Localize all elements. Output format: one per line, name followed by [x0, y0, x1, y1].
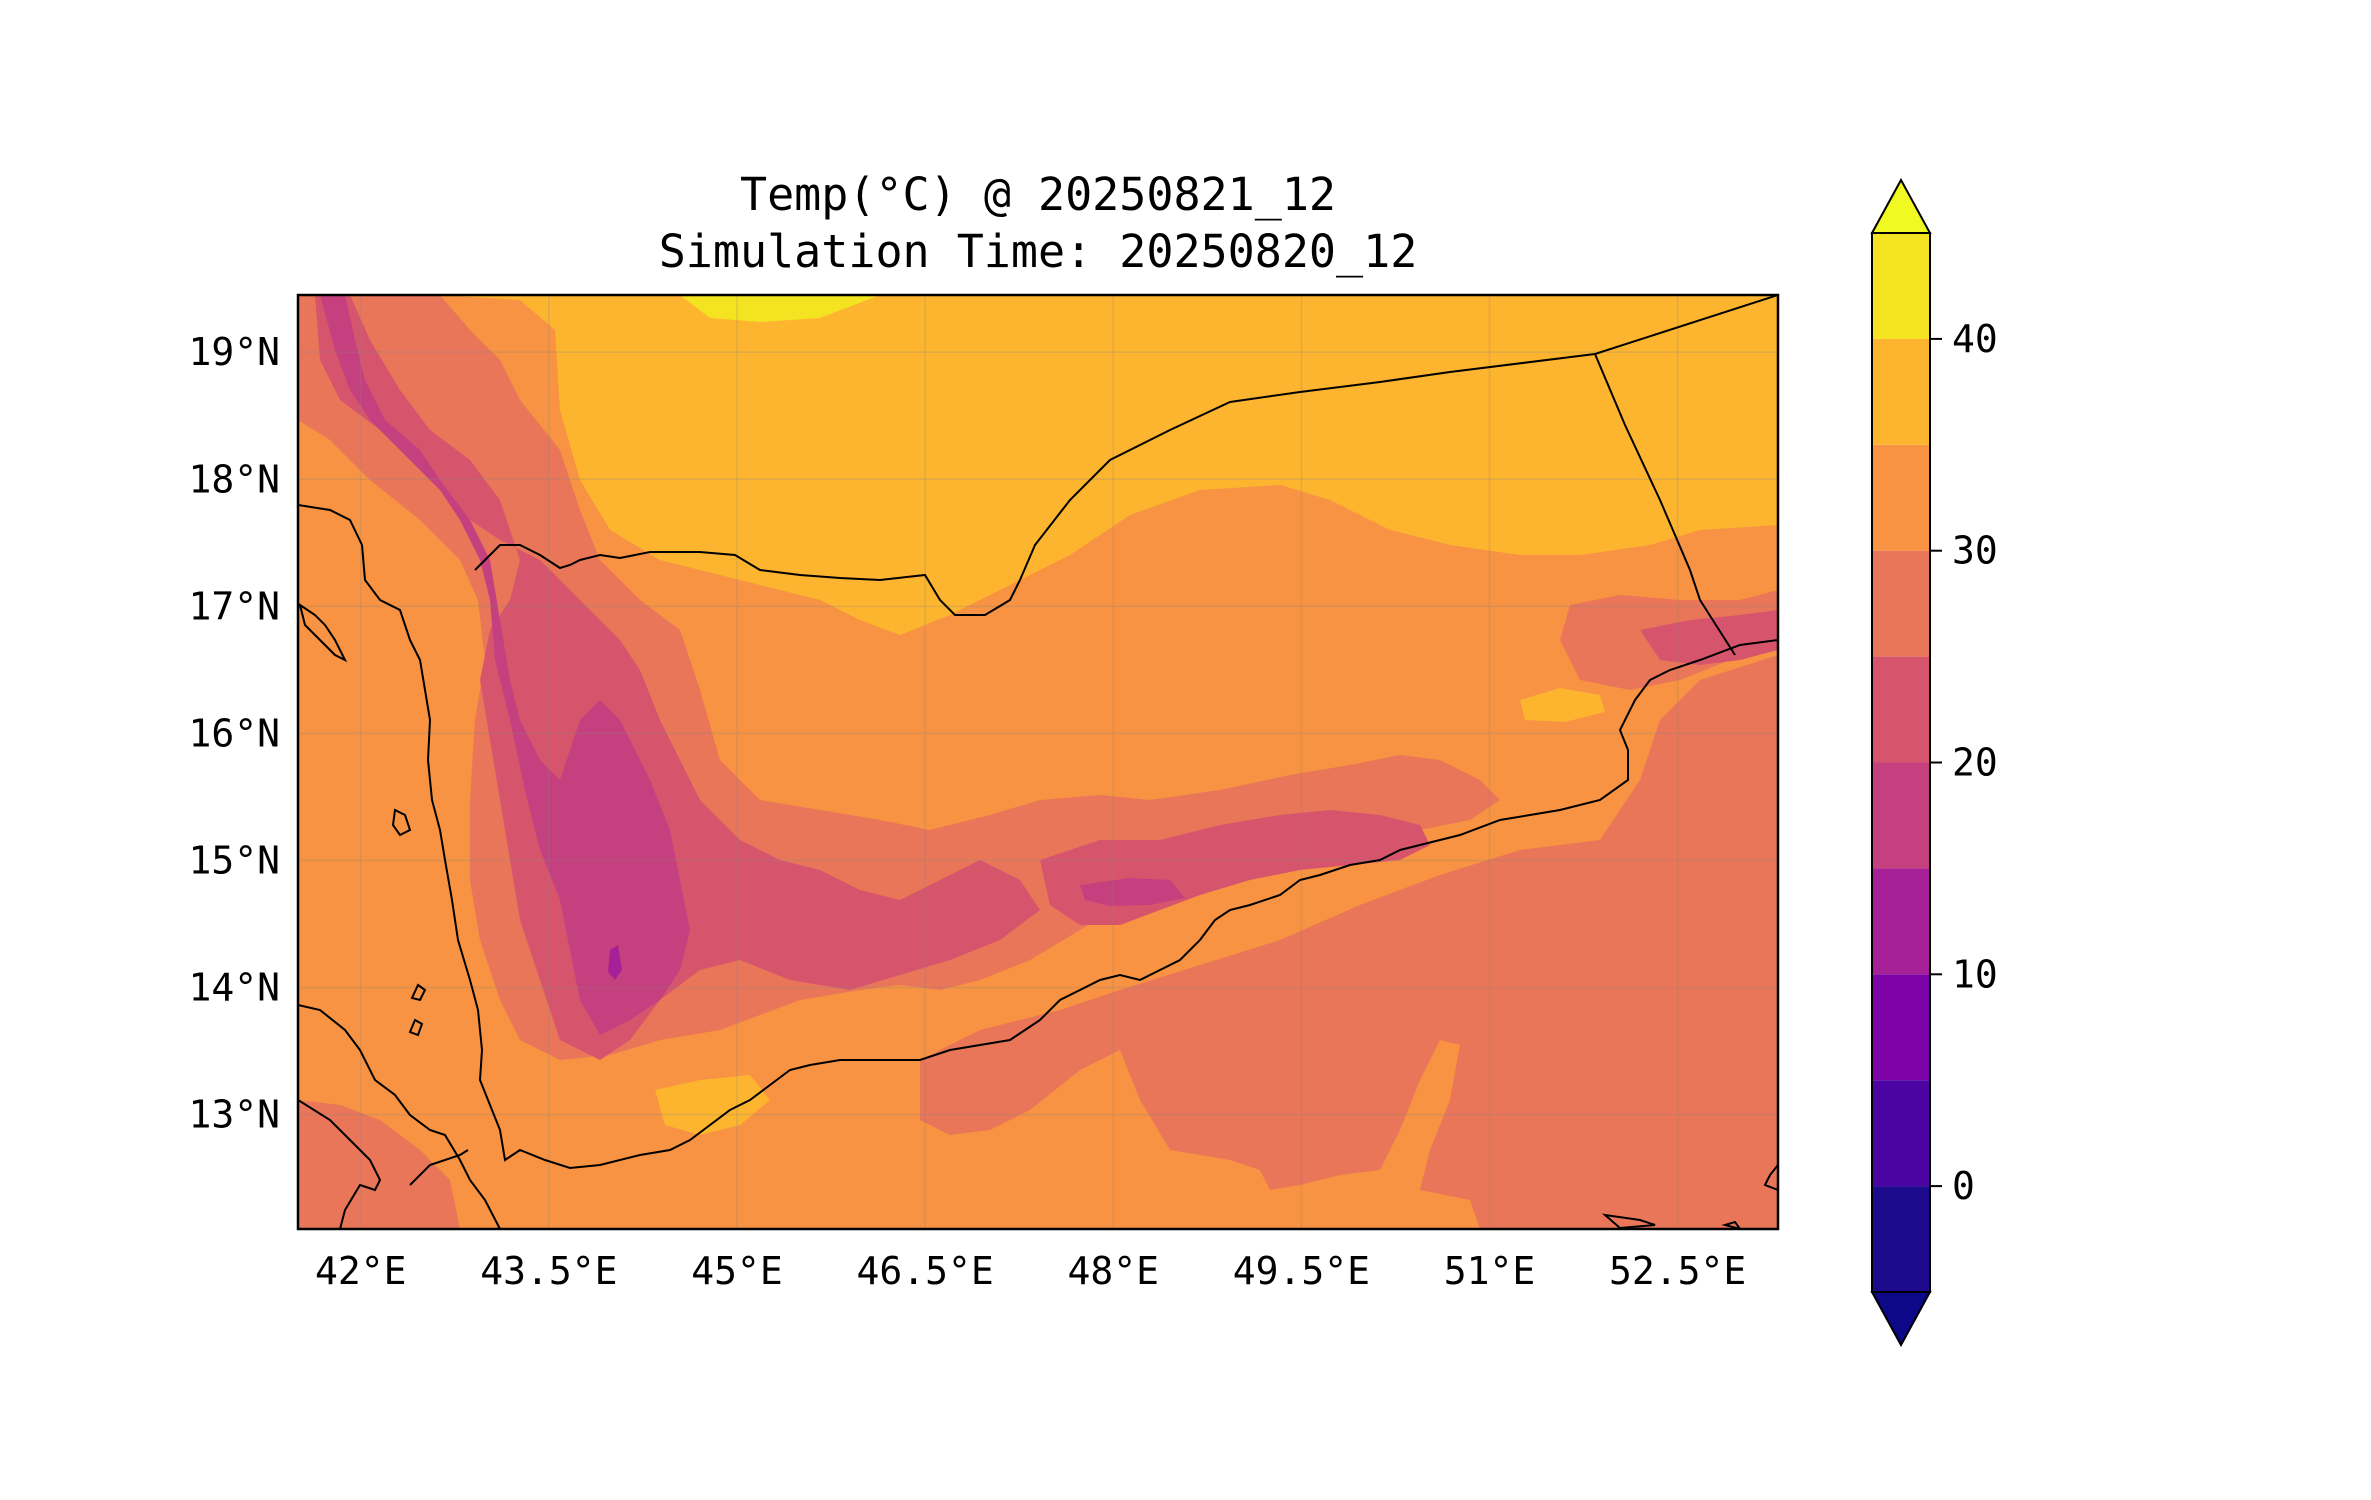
red-sea-coastline — [298, 504, 1778, 1170]
colorbar-band-4 — [1872, 762, 1930, 869]
y-tick-label-6: 13°N — [188, 1093, 280, 1137]
colorbar-over-extension — [1870, 177, 1932, 234]
colorbar-tick-label-2: 20 — [1952, 741, 1998, 785]
contour-15-20-east — [1080, 878, 1185, 906]
colorbar-tick-label-3: 30 — [1952, 529, 1998, 573]
contour-35-40-south — [655, 1075, 770, 1135]
contour-25-30-ocean — [920, 655, 1778, 1229]
contour-20-25-far-east — [1640, 610, 1778, 665]
socotra-area — [1601, 1213, 1656, 1229]
colorbar-band-8 — [1872, 338, 1930, 445]
y-tick-label-3: 16°N — [188, 711, 280, 755]
map-gridlines — [298, 295, 1778, 1229]
map-title: Temp(°C) @ 20250821_12 — [740, 168, 1336, 221]
contour-40-45-top — [680, 295, 880, 322]
contour-15-20-core — [320, 295, 690, 1035]
colorbar-band-6 — [1872, 550, 1930, 657]
contour-35-40-north — [440, 295, 1778, 635]
coastlines-and-borders — [298, 295, 1778, 1229]
y-tick-label-4: 15°N — [188, 838, 280, 882]
colorbar-tick-label-0: 0 — [1952, 1164, 1975, 1208]
colorbar-band-2 — [1872, 974, 1930, 1081]
colorbar-band-9 — [1872, 233, 1930, 339]
y-tick-label-2: 17°N — [188, 584, 280, 628]
african-border-2 — [409, 1149, 469, 1186]
colorbar-band-3 — [1872, 868, 1930, 975]
y-tick-label-5: 14°N — [188, 966, 280, 1010]
colorbar-band-5 — [1872, 656, 1930, 763]
east-coast-africa — [1763, 1164, 1778, 1191]
map-subtitle: Simulation Time: 20250820_12 — [659, 225, 1418, 278]
contour-10-15-spot — [608, 945, 622, 980]
hanish-islands — [408, 1018, 424, 1037]
x-tick-label-7: 52.5°E — [1609, 1249, 1746, 1293]
contour-35-40-east — [1520, 688, 1605, 722]
y-tick-label-0: 19°N — [188, 330, 280, 374]
colorbar: 0 10 20 30 40 — [1870, 177, 1998, 1348]
kamaran-island — [391, 808, 412, 837]
farasan-islands — [298, 602, 348, 663]
colorbar-band-1 — [1872, 1080, 1930, 1187]
african-border — [298, 1099, 382, 1229]
map-plot-area — [298, 295, 1778, 1229]
political-border — [474, 295, 1778, 616]
x-tick-label-2: 45°E — [691, 1249, 783, 1293]
latitude-axis: 19°N 18°N 17°N 16°N 15°N 14°N 13°N — [188, 330, 280, 1136]
oman-border — [1594, 353, 1736, 656]
colorbar-tick-label-4: 40 — [1952, 317, 1998, 361]
contour-25-30-sw — [298, 1100, 460, 1229]
x-tick-label-3: 46.5°E — [856, 1249, 993, 1293]
y-tick-label-1: 18°N — [188, 457, 280, 501]
colorbar-band-7 — [1872, 444, 1930, 551]
colorbar-under-extension — [1870, 1291, 1932, 1348]
colorbar-tick-label-1: 10 — [1952, 952, 1998, 996]
x-tick-label-5: 49.5°E — [1233, 1249, 1370, 1293]
zubair-islands — [410, 983, 427, 1002]
map-frame — [296, 293, 1780, 1231]
x-tick-label-0: 42°E — [315, 1249, 407, 1293]
x-tick-label-1: 43.5°E — [480, 1249, 617, 1293]
african-coastline — [298, 1004, 501, 1229]
x-tick-label-4: 48°E — [1067, 1249, 1159, 1293]
longitude-axis: 42°E 43.5°E 45°E 46.5°E 48°E 49.5°E 51°E 52.5°E — [315, 1249, 1746, 1293]
x-tick-label-6: 51°E — [1444, 1249, 1536, 1293]
colorbar-band-0 — [1872, 1186, 1930, 1292]
east-island — [1721, 1220, 1742, 1229]
